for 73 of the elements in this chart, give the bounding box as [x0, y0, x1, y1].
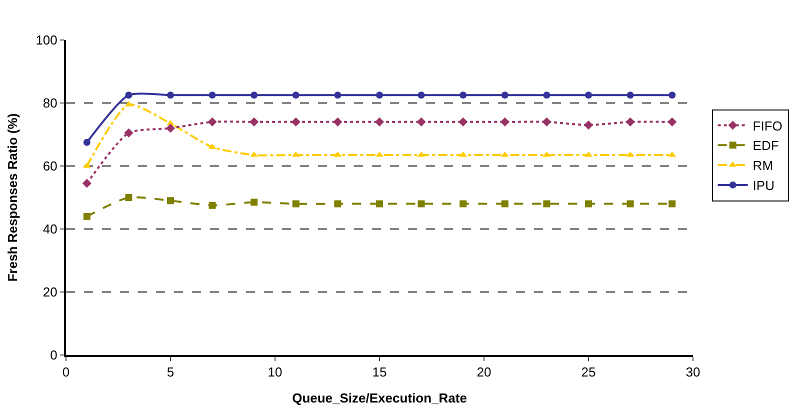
point	[418, 200, 425, 208]
point	[626, 200, 634, 208]
point	[668, 92, 676, 99]
point	[292, 200, 300, 208]
point	[626, 151, 634, 157]
x-tick-label: 5	[166, 364, 174, 380]
point	[417, 151, 426, 157]
point	[334, 151, 342, 157]
y-tick-label: 20	[42, 284, 58, 300]
point	[668, 151, 676, 157]
point	[500, 151, 509, 157]
point	[292, 151, 300, 157]
legend-label: FIFO	[752, 118, 782, 134]
point	[542, 117, 552, 126]
point	[668, 200, 676, 208]
point	[376, 92, 383, 99]
point	[250, 151, 258, 157]
point	[585, 200, 592, 208]
point	[418, 92, 425, 99]
point	[124, 128, 134, 138]
point	[83, 138, 90, 146]
y-tick-label: 40	[42, 222, 58, 237]
point	[83, 212, 90, 220]
point	[374, 117, 384, 126]
x-tick-label: 10	[268, 364, 282, 380]
point	[500, 117, 510, 126]
x-tick-label: 25	[581, 364, 596, 380]
point	[459, 151, 468, 157]
point	[416, 117, 426, 126]
point	[208, 117, 217, 126]
point	[626, 117, 635, 126]
y-tick-label: 60	[42, 158, 58, 174]
legend-label: EDF	[752, 138, 779, 154]
point	[584, 120, 594, 130]
x-tick-label: 30	[686, 364, 700, 380]
legend-label: RM	[752, 158, 774, 174]
point	[501, 200, 508, 208]
y-axis-title: Fresh Responses Ratio (%)	[5, 113, 20, 282]
point	[208, 92, 216, 99]
y-tick-label: 0	[50, 348, 58, 363]
x-tick-label: 0	[62, 364, 70, 380]
point	[501, 92, 508, 99]
point	[668, 117, 677, 126]
point	[543, 200, 550, 208]
point	[291, 117, 300, 126]
point	[167, 92, 174, 99]
point	[167, 197, 174, 204]
point	[82, 178, 92, 188]
y-tick-label: 100	[36, 32, 58, 48]
point	[334, 92, 342, 99]
x-tick-label: 20	[476, 364, 492, 380]
point	[166, 124, 176, 133]
point	[333, 117, 342, 126]
point	[208, 202, 216, 209]
point	[292, 92, 300, 99]
y-tick-label: 80	[42, 96, 58, 111]
legend-label: IPU	[752, 178, 774, 194]
point	[458, 117, 468, 126]
point	[334, 200, 342, 208]
point	[542, 151, 551, 157]
point	[460, 92, 467, 99]
x-tick-label: 15	[372, 364, 387, 380]
point	[626, 92, 634, 99]
point	[376, 200, 383, 208]
x-axis-title: Queue_Size/Execution_Rate	[292, 390, 467, 406]
point	[250, 117, 259, 126]
point	[585, 92, 592, 99]
point	[250, 92, 258, 99]
point	[250, 198, 258, 206]
point	[543, 92, 550, 99]
point	[125, 194, 132, 201]
point	[460, 200, 467, 208]
point	[125, 92, 132, 99]
